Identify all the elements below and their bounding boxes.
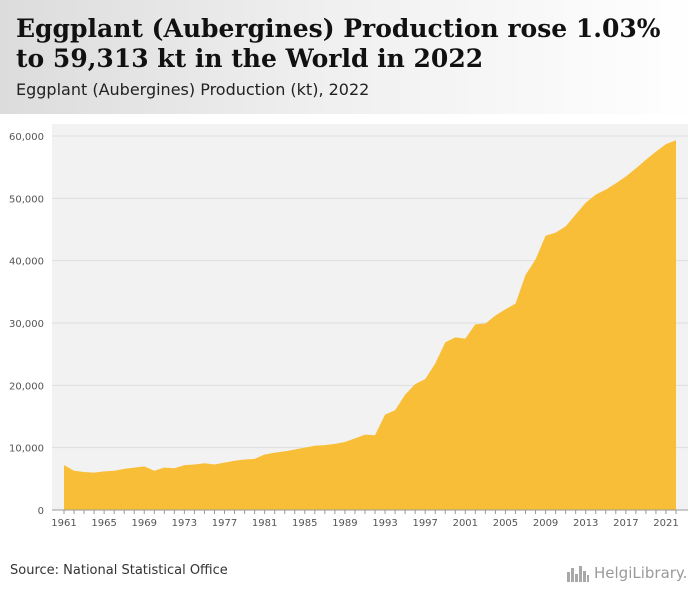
y-tick-label: 0 (38, 506, 44, 517)
x-tick-label: 1973 (172, 518, 197, 529)
y-tick-label: 30,000 (9, 319, 44, 330)
x-tick-label: 2013 (573, 518, 598, 529)
x-tick-label: 1977 (212, 518, 237, 529)
x-tick-label: 2021 (653, 518, 678, 529)
y-tick-label: 20,000 (9, 381, 44, 392)
x-tick-label: 1993 (372, 518, 397, 529)
source-note: Source: National Statistical Office (10, 563, 228, 578)
x-tick-label: 1989 (332, 518, 357, 529)
helgi-library-logo[interactable]: HelgiLibrary. (566, 562, 687, 584)
logo-text: HelgiLibrary. (594, 564, 688, 582)
x-tick-label: 1997 (412, 518, 437, 529)
city-skyline-icon (567, 566, 589, 582)
y-tick-label: 50,000 (9, 194, 44, 205)
x-tick-label: 1985 (292, 518, 317, 529)
x-tick-label: 2017 (613, 518, 638, 529)
y-tick-label: 60,000 (9, 132, 44, 143)
x-tick-label: 1965 (91, 518, 116, 529)
gridlines (52, 135, 688, 449)
x-tick-label: 1961 (51, 518, 76, 529)
x-tick-label: 2009 (533, 518, 558, 529)
y-tick-label: 10,000 (9, 444, 44, 455)
x-tick-label: 1981 (252, 518, 277, 529)
x-tick-label: 1969 (132, 518, 157, 529)
header-band: Eggplant (Aubergines) Production rose 1.… (0, 0, 700, 114)
y-axis-ticks: 0 10,000 20,000 30,000 40,000 50,000 60,000 (9, 132, 44, 517)
chart-title: Eggplant (Aubergines) Production rose 1.… (16, 14, 661, 73)
x-tick-label: 2001 (453, 518, 478, 529)
y-tick-label: 40,000 (9, 257, 44, 268)
x-axis-ticks: 1961 1965 1969 1973 1977 1981 1985 1989 1993 1997… (51, 510, 679, 529)
production-area (64, 140, 676, 510)
chart-subtitle: Eggplant (Aubergines) Production (kt), 2… (16, 80, 370, 99)
area-chart: 0 10,000 20,000 30,000 40,000 50,000 60,000 19… (9, 124, 688, 529)
x-tick-label: 2005 (493, 518, 518, 529)
